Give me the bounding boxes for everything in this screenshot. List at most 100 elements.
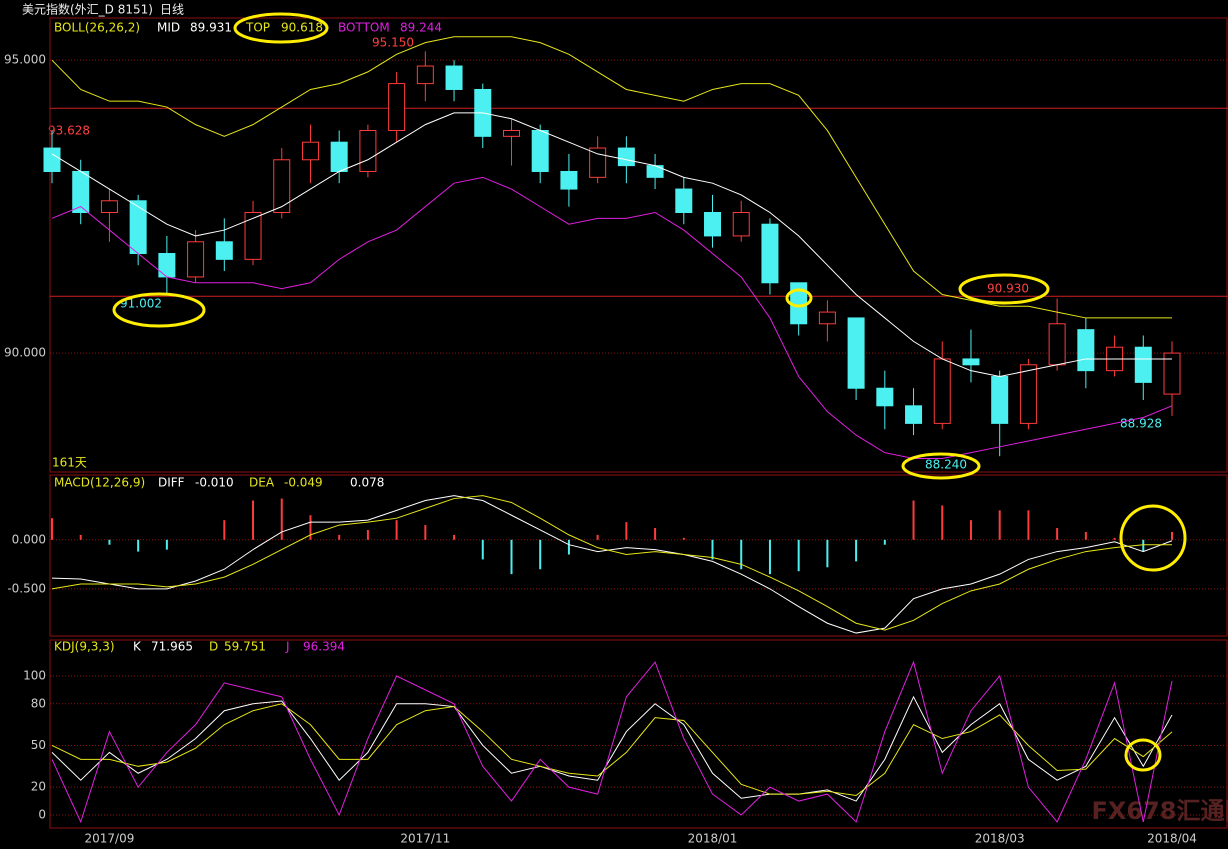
indicator-label: KDJ(9,3,3) xyxy=(54,640,115,654)
panel-border xyxy=(49,639,1228,829)
legend-value: 90.618 xyxy=(281,21,323,35)
legend-name: DIFF xyxy=(158,476,185,490)
legend-value: 89.931 xyxy=(190,21,232,35)
candle-body xyxy=(617,147,635,167)
indicator-line xyxy=(51,112,1172,378)
indicator-label: MACD(12,26,9) xyxy=(54,476,145,490)
highlight xyxy=(785,288,813,308)
y-tick-label: 20 xyxy=(31,780,46,794)
legend-name: BOTTOM xyxy=(338,21,390,35)
y-tick-label: 80 xyxy=(31,696,46,710)
title: 美元指数(外汇_D 8151) xyxy=(22,2,153,17)
candle-body xyxy=(1019,364,1037,424)
candle-body xyxy=(818,311,836,325)
y-tick-label: 0.000 xyxy=(12,532,46,546)
indicator-line xyxy=(51,176,1173,460)
candle-body xyxy=(158,252,176,278)
legend-value: 59.751 xyxy=(224,640,266,654)
indicator-line xyxy=(51,703,1173,797)
legend-value: 96.394 xyxy=(303,640,345,654)
note: 161天 xyxy=(52,456,87,470)
y-tick-label: 0 xyxy=(38,807,46,821)
candle-body xyxy=(962,358,980,366)
panel-border xyxy=(49,17,1228,473)
annotation: 88.928 xyxy=(1120,417,1162,431)
annotation: 88.240 xyxy=(925,458,967,472)
candle-body xyxy=(1077,329,1095,372)
legend-name: MID xyxy=(157,21,180,35)
highlight xyxy=(1119,504,1187,572)
indicator-line xyxy=(51,36,1172,319)
period: 日线 xyxy=(160,3,184,17)
candle-body xyxy=(1048,323,1066,366)
indicator-label: BOLL(26,26,2) xyxy=(54,21,140,35)
indicator-line xyxy=(51,495,1173,634)
candle-body xyxy=(388,83,406,131)
x-tick-label: 2018/04 xyxy=(1147,832,1197,846)
x-tick-label: 2017/11 xyxy=(400,832,450,846)
annotation: 91.002 xyxy=(120,297,162,311)
y-tick-label: 95.000 xyxy=(4,53,46,67)
candle-body xyxy=(761,223,779,284)
y-tick-label: 50 xyxy=(31,738,46,752)
x-tick-label: 2017/09 xyxy=(85,832,135,846)
candle-body xyxy=(1134,346,1152,383)
candle-body xyxy=(129,200,147,254)
annotation: 93.628 xyxy=(48,124,90,138)
candle-body xyxy=(416,65,434,85)
candle-body xyxy=(704,211,722,237)
legend-name: DEA xyxy=(249,476,275,490)
legend-value: 89.244 xyxy=(400,21,442,35)
panel-border xyxy=(49,474,1228,637)
candle-body xyxy=(732,211,750,237)
candle-body xyxy=(244,211,262,260)
indicator-line xyxy=(51,660,1173,824)
candle-body xyxy=(100,200,118,213)
legend-name: D xyxy=(209,640,218,654)
candle-body xyxy=(330,141,348,172)
candle-body xyxy=(675,188,693,213)
legend-name: TOP xyxy=(245,21,270,35)
legend-value: 71.965 xyxy=(151,640,193,654)
candle-body xyxy=(589,147,607,178)
candle-body xyxy=(215,241,233,260)
candle-body xyxy=(876,387,894,407)
candle-body xyxy=(502,129,520,137)
candle-body xyxy=(359,129,377,172)
legend-value: 0.078 xyxy=(350,476,384,490)
candle-body xyxy=(43,147,61,172)
candle-body xyxy=(933,358,951,424)
x-tick-label: 2018/03 xyxy=(975,832,1025,846)
annotation: 90.930 xyxy=(987,282,1029,296)
candle-body xyxy=(187,241,205,278)
highlight xyxy=(1124,738,1162,772)
highlight xyxy=(233,12,329,44)
candle-body xyxy=(847,317,865,389)
highlight xyxy=(901,452,981,480)
legend-value: -0.049 xyxy=(284,476,323,490)
candle-body xyxy=(905,405,923,424)
y-tick-label: -0.500 xyxy=(7,581,46,595)
x-tick-label: 2018/01 xyxy=(688,832,738,846)
candle-body xyxy=(445,65,463,90)
indicator-line xyxy=(51,695,1173,802)
candle-body xyxy=(1163,352,1181,395)
candle-body xyxy=(301,141,319,161)
legend-name: J xyxy=(285,640,290,654)
candle-body xyxy=(991,376,1009,424)
highlights xyxy=(112,12,1187,772)
legend-value: -0.010 xyxy=(195,476,234,490)
highlight xyxy=(958,273,1050,305)
indicator-line xyxy=(51,495,1172,631)
candle-body xyxy=(273,159,291,213)
watermark: FX678汇通网 xyxy=(1092,797,1228,825)
legend-name: K xyxy=(133,640,142,654)
y-tick-label: 100 xyxy=(23,668,46,682)
y-tick-label: 90.000 xyxy=(4,346,46,360)
candle-body xyxy=(560,170,578,190)
annotation: 95.150 xyxy=(372,36,414,50)
candle-body xyxy=(531,129,549,172)
highlight xyxy=(112,292,206,328)
